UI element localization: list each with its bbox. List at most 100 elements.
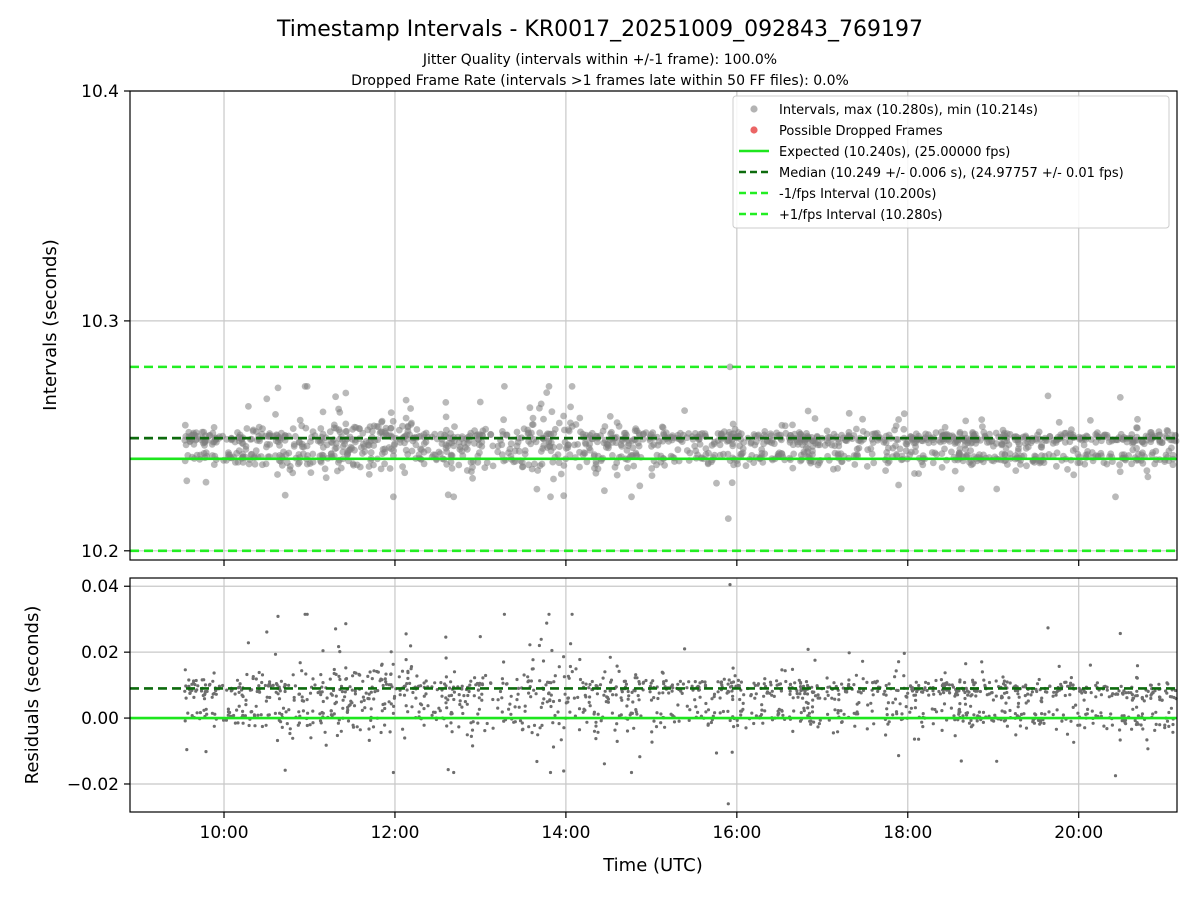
interval-point — [403, 431, 411, 439]
residual-point — [965, 713, 969, 717]
residual-point — [1024, 726, 1029, 730]
residual-point — [583, 693, 587, 697]
residual-point — [477, 696, 481, 700]
residual-point — [1113, 774, 1118, 778]
residual-point — [366, 674, 370, 679]
interval-point — [545, 383, 553, 390]
residual-point — [671, 686, 675, 690]
residual-point — [467, 689, 471, 694]
interval-point — [356, 463, 364, 471]
residual-point — [297, 710, 301, 714]
residual-point — [344, 622, 348, 626]
interval-point — [365, 463, 373, 470]
legend-intervals-label: Intervals, max (10.280s), min (10.214s) — [779, 103, 1038, 118]
residual-point — [730, 689, 734, 693]
residual-point — [562, 726, 566, 730]
residual-point — [1140, 696, 1144, 700]
residual-point — [659, 712, 663, 716]
residual-point — [1002, 679, 1007, 683]
interval-point — [377, 465, 385, 473]
residual-point — [285, 722, 289, 726]
interval-point — [234, 429, 241, 436]
residual-point — [1136, 714, 1140, 718]
interval-point — [1128, 460, 1135, 468]
interval-point — [239, 440, 247, 448]
interval-point — [941, 445, 948, 453]
interval-point — [1027, 439, 1035, 447]
residual-point — [856, 690, 861, 694]
interval-point — [526, 404, 534, 412]
interval-point — [543, 389, 551, 396]
residual-point — [933, 707, 937, 712]
residual-point — [304, 672, 308, 676]
residual-point — [1008, 681, 1012, 685]
interval-point — [830, 430, 838, 438]
residual-point — [703, 680, 707, 684]
residual-point — [763, 709, 767, 713]
residual-point — [811, 698, 815, 702]
residual-point — [237, 704, 241, 708]
residual-point — [183, 689, 187, 693]
residual-point — [1148, 683, 1153, 687]
interval-point — [742, 462, 750, 470]
residual-point — [187, 678, 191, 682]
residual-point — [726, 709, 730, 714]
residual-point — [370, 677, 374, 681]
residual-point — [547, 612, 551, 616]
legend-box — [732, 95, 1170, 229]
residual-point — [1022, 712, 1026, 716]
interval-point — [443, 460, 451, 468]
residual-point — [468, 683, 472, 687]
residual-point — [898, 702, 902, 706]
residual-point — [1088, 663, 1092, 667]
residual-point — [410, 705, 414, 709]
residual-point — [530, 731, 534, 735]
residual-point — [368, 670, 372, 674]
residual-point — [939, 678, 944, 682]
residual-point — [564, 701, 568, 705]
residual-point — [346, 708, 350, 712]
residual-point — [769, 683, 773, 687]
x-tick-label-3: 16:00 — [712, 823, 761, 843]
residual-point — [1054, 693, 1058, 697]
residual-point — [739, 713, 743, 717]
residual-point — [811, 690, 815, 695]
residual-point — [393, 694, 397, 699]
residual-point — [810, 710, 815, 714]
interval-point — [451, 423, 458, 430]
residual-point — [934, 710, 939, 714]
residual-point — [605, 695, 609, 699]
residual-point — [187, 684, 191, 688]
interval-point — [674, 446, 682, 454]
residual-point — [1167, 724, 1171, 729]
residual-point — [300, 669, 304, 673]
interval-point — [422, 429, 430, 437]
residual-point — [376, 670, 380, 674]
residual-point — [716, 690, 720, 694]
interval-point — [894, 436, 902, 443]
residual-point — [615, 739, 619, 744]
residual-point — [777, 711, 781, 716]
residual-point — [1035, 682, 1040, 686]
residual-point — [856, 712, 860, 716]
interval-point — [630, 462, 638, 470]
residual-point — [975, 719, 979, 723]
interval-point — [555, 419, 563, 427]
interval-point — [326, 428, 334, 436]
residual-point — [614, 693, 618, 697]
residual-point — [325, 696, 329, 700]
residual-point — [964, 662, 968, 666]
interval-point — [332, 440, 340, 447]
interval-point — [758, 446, 766, 453]
residual-point — [581, 710, 585, 714]
residual-point — [775, 679, 779, 683]
residuals-ytick-label-2: 0.02 — [81, 643, 119, 663]
residual-point — [624, 682, 629, 686]
residual-point — [627, 694, 631, 698]
residual-point — [1149, 696, 1153, 701]
interval-point — [811, 415, 819, 422]
interval-point — [557, 470, 565, 478]
residual-point — [693, 698, 697, 702]
interval-point — [653, 451, 661, 459]
interval-point — [929, 459, 937, 467]
